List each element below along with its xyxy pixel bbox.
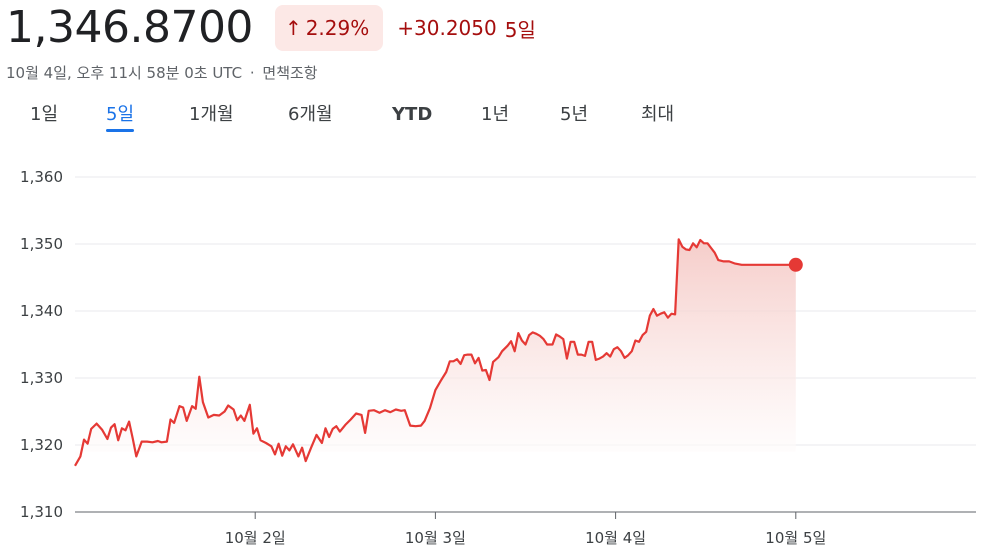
y-tick-label: 1,340 xyxy=(20,302,63,320)
timestamp-line: 10월 4일, 오후 11시 58분 0초 UTC · 면책조항 xyxy=(6,62,318,83)
tab-max[interactable]: 최대 xyxy=(641,104,675,125)
change-period: 5일 xyxy=(504,17,536,42)
area-layer xyxy=(75,239,796,466)
separator: · xyxy=(249,64,255,82)
y-tick-label: 1,350 xyxy=(20,235,63,253)
price-row: 1,346.8700 ↑ 2.29% +30.2050 5일 xyxy=(6,0,536,56)
x-tick-label: 10월 2일 xyxy=(225,529,286,547)
tab-ytd[interactable]: YTD xyxy=(392,104,433,125)
x-axis: 10월 2일 10월 3일 10월 4일 10월 5일 xyxy=(75,511,976,547)
y-tick-label: 1,360 xyxy=(20,168,63,186)
absolute-change: +30.2050 xyxy=(397,16,497,40)
tab-6m[interactable]: 6개월 xyxy=(288,104,333,125)
y-axis: 1,310 1,320 1,330 1,340 1,350 1,360 xyxy=(20,168,63,521)
area-fill xyxy=(75,239,796,466)
tab-5y[interactable]: 5년 xyxy=(560,104,589,125)
range-tabs: 1일 5일 1개월 6개월 YTD 1년 5년 최대 xyxy=(0,98,985,138)
timestamp: 10월 4일, 오후 11시 58분 0초 UTC xyxy=(6,64,243,82)
last-price-marker xyxy=(788,257,803,272)
arrow-up-icon: ↑ xyxy=(284,16,302,40)
disclaimer-link[interactable]: 면책조항 xyxy=(262,64,318,82)
percent-change-badge: ↑ 2.29% xyxy=(274,5,384,51)
percent-change-value: 2.29% xyxy=(305,16,370,40)
tab-5d[interactable]: 5일 xyxy=(106,98,135,134)
price-line xyxy=(74,238,796,467)
tab-1y[interactable]: 1년 xyxy=(481,104,510,125)
tab-1m[interactable]: 1개월 xyxy=(189,104,234,125)
x-tick-label: 10월 4일 xyxy=(585,529,646,547)
line-layer xyxy=(74,238,803,467)
current-price: 1,346.8700 xyxy=(6,2,253,53)
y-tick-label: 1,310 xyxy=(20,503,63,521)
x-tick-label: 10월 5일 xyxy=(765,529,826,547)
grid-layer xyxy=(75,176,976,446)
x-tick-label: 10월 3일 xyxy=(405,529,466,547)
tab-1d[interactable]: 1일 xyxy=(30,104,59,125)
y-tick-label: 1,330 xyxy=(20,369,63,387)
y-tick-label: 1,320 xyxy=(20,436,63,454)
